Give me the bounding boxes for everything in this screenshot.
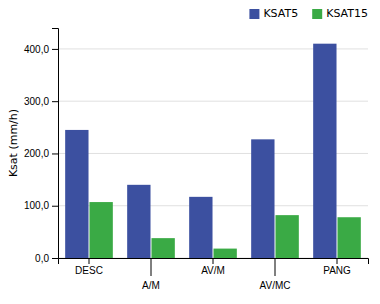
tick-label: 0,0	[35, 253, 49, 264]
legend-item: KSAT15	[312, 7, 368, 20]
bar	[127, 185, 150, 258]
tick-label: 400,0	[24, 44, 49, 55]
tick-label: PANG	[323, 265, 351, 276]
tick: 400,0	[24, 44, 58, 55]
bar	[151, 238, 174, 258]
tick-mark	[337, 258, 338, 264]
chart: 0,0 100,0 200,0 300,0 400,0 DESC A/M AV/M AV/MC P…	[0, 0, 380, 304]
bar	[251, 139, 274, 258]
bar	[313, 44, 336, 258]
tick: PANG	[323, 258, 351, 276]
tick: 200,0	[24, 148, 58, 159]
tick-label: 100,0	[24, 200, 49, 211]
tick: AV/M	[201, 258, 225, 276]
tick: 100,0	[24, 200, 58, 211]
tick-mark	[52, 49, 58, 50]
bar	[275, 215, 298, 258]
tick-mark	[52, 101, 58, 102]
tick: AV/MC	[260, 258, 291, 291]
legend-label: KSAT5	[263, 7, 298, 20]
tick: DESC	[75, 258, 103, 276]
tick-mark	[151, 258, 152, 276]
tick-label: DESC	[75, 265, 103, 276]
bar	[89, 202, 112, 258]
tick-label: 200,0	[24, 148, 49, 159]
bar	[189, 197, 212, 258]
series	[89, 202, 360, 258]
legend-label: KSAT15	[326, 7, 368, 20]
tick-mark	[52, 258, 58, 259]
bar	[65, 130, 88, 258]
legend-swatch	[249, 9, 259, 19]
tick: 0,0	[35, 253, 58, 264]
tick-mark	[52, 153, 58, 154]
legend-item: KSAT5	[249, 7, 298, 20]
legend: KSAT5 KSAT15	[249, 7, 368, 20]
bars	[65, 44, 361, 258]
tick: 300,0	[24, 96, 58, 107]
axis-line	[52, 29, 59, 259]
y-axis: 0,0 100,0 200,0 300,0 400,0	[24, 29, 59, 264]
bar	[337, 217, 360, 258]
bar	[213, 249, 236, 258]
tick-label: AV/MC	[260, 280, 291, 291]
x-axis: DESC A/M AV/M AV/MC PANG	[59, 258, 369, 291]
legend-swatch	[312, 9, 322, 19]
tick-mark	[275, 258, 276, 276]
tick-label: 300,0	[24, 96, 49, 107]
y-axis-title: Ksat (mm/h)	[7, 109, 20, 177]
plot: 0,0 100,0 200,0 300,0 400,0 DESC A/M AV/M AV/MC P…	[24, 29, 369, 292]
tick-mark	[213, 258, 214, 264]
tick-mark	[52, 206, 58, 207]
series	[65, 44, 336, 258]
axis-line	[59, 259, 369, 265]
tick: A/M	[142, 258, 160, 291]
tick-label: AV/M	[201, 265, 225, 276]
tick-label: A/M	[142, 280, 160, 291]
tick-mark	[89, 258, 90, 264]
